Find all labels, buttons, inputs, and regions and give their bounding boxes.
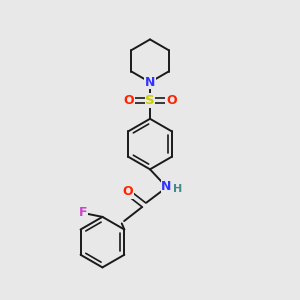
Text: F: F: [79, 206, 87, 219]
Text: O: O: [122, 185, 133, 198]
Text: S: S: [145, 94, 155, 107]
Text: N: N: [144, 74, 156, 88]
Text: N: N: [161, 180, 172, 193]
Text: O: O: [123, 94, 134, 107]
Text: O: O: [166, 94, 177, 107]
Text: N: N: [145, 76, 155, 89]
Text: H: H: [173, 184, 182, 194]
